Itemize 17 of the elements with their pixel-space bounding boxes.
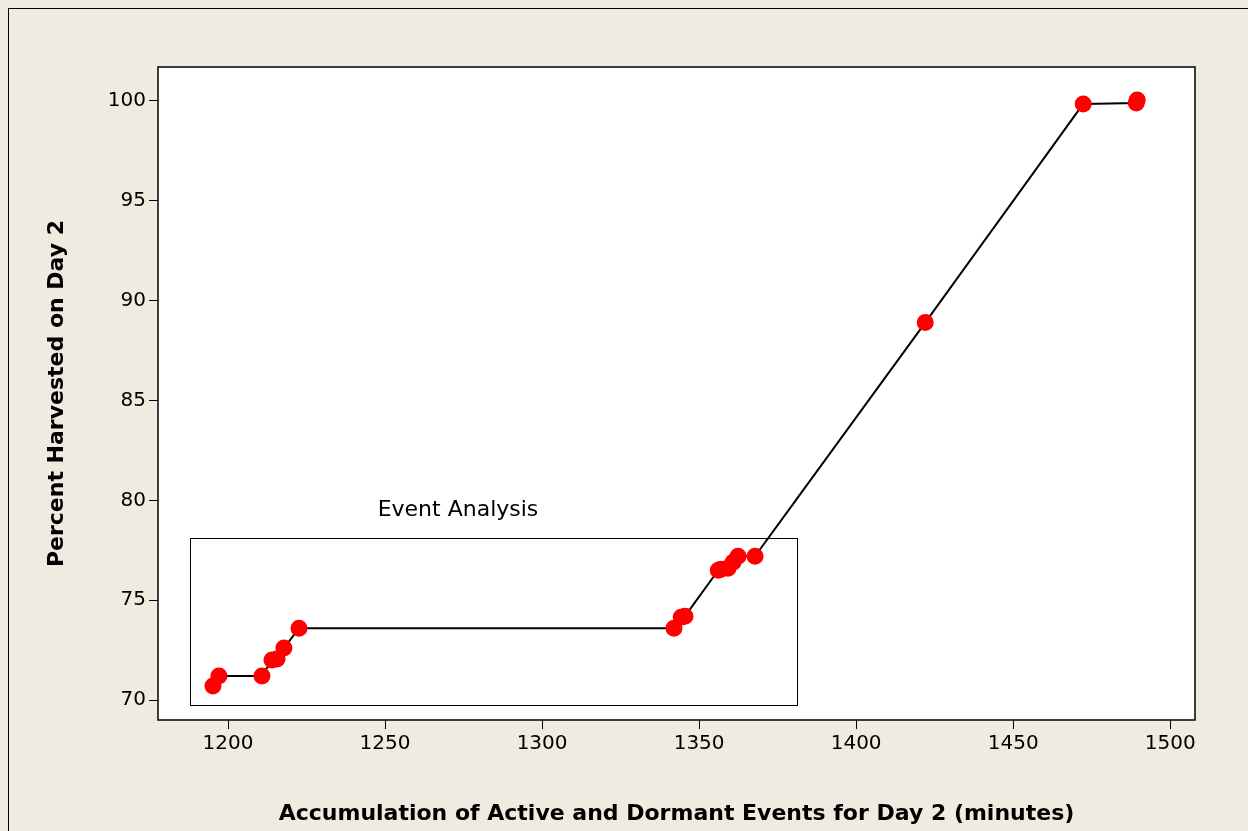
y-axis-title: Percent Harvested on Day 2: [42, 219, 68, 568]
y-tick-label: 80: [120, 486, 146, 511]
x-axis-title: Accumulation of Active and Dormant Events for Day 2 (minutes): [278, 799, 1075, 825]
x-tick-label: 1400: [830, 730, 882, 755]
x-tick-label: 1300: [516, 730, 568, 755]
x-tick-label: 1500: [1144, 730, 1196, 755]
y-tick-label: 75: [120, 586, 146, 611]
annotation: Event Analysis: [376, 496, 540, 521]
x-tick-label: 1200: [202, 730, 254, 755]
x-tick-label: 1350: [673, 730, 725, 755]
x-tick-label: 1250: [359, 730, 411, 755]
x-tick-label: 1450: [987, 730, 1039, 755]
y-tick-label: 95: [120, 187, 146, 211]
y-tick-label: 85: [120, 386, 146, 411]
y-tick-label: 70: [120, 686, 146, 711]
y-tick-label: 90: [120, 286, 146, 311]
y-tick-label: 100: [107, 87, 146, 112]
